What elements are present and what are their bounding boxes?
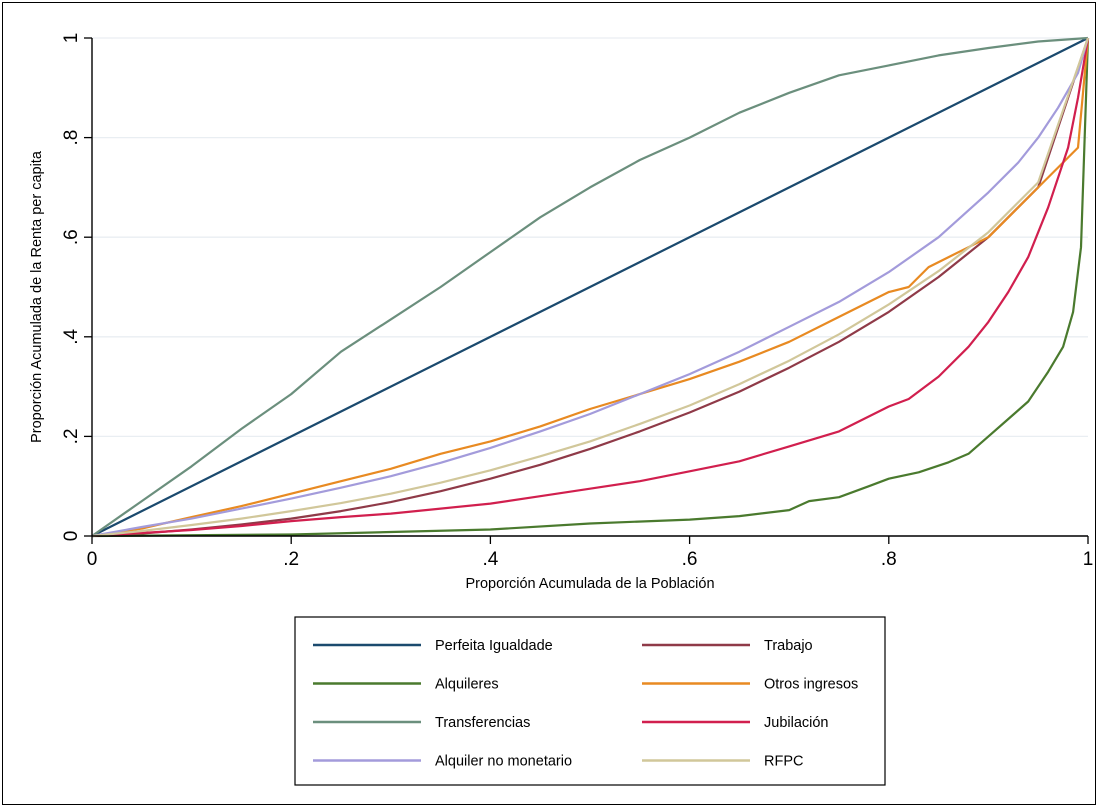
series-line-4 [91,36,1089,537]
series-line-1 [91,37,1090,538]
legend-item-2: Alquileres [313,677,499,693]
legend-item-6: Alquiler no monetario [313,754,572,770]
legend-label: RFPC [764,754,803,770]
y-tick-label: .2 [61,428,82,444]
x-tick-label: 1 [1083,549,1094,570]
lorenz-chart: 0 .2 .4 .6 .8 1 0 .2 .4 .6 .8 1 Proporción Acumula… [29,33,1094,786]
y-axis-label: Proporción Acumulada de la Renta per cap… [29,150,45,443]
legend-label: Transferencias [435,715,530,731]
y-tick-label: .8 [61,130,82,146]
series-line-5 [91,37,1090,538]
legend-label: Alquileres [435,677,499,693]
x-axis-label: Proporción Acumulada de la Población [465,576,714,592]
series-line-2 [91,37,1090,538]
legend: Perfeita Igualdade Trabajo Alquileres Otros… [294,616,886,786]
series-lines [91,36,1090,538]
legend-item-5: Jubilación [642,715,829,731]
x-tick-label: 0 [87,549,98,570]
series-line-0 [91,37,1089,537]
x-tick-label: .8 [881,549,897,570]
legend-label: Trabajo [764,638,813,654]
legend-label: Otros ingresos [764,677,858,693]
series-line-6 [91,37,1090,538]
y-tick-label: 1 [61,33,82,44]
axes [91,38,1088,537]
y-tick-label: .4 [61,328,82,344]
x-tick-label: .4 [482,549,498,570]
series-line-7 [91,37,1090,538]
legend-item-4: Transferencias [313,715,530,731]
legend-item-7: RFPC [642,754,803,770]
legend-label: Alquiler no monetario [435,754,572,770]
y-tick-label: 0 [61,531,82,542]
series-line-3 [91,37,1090,538]
legend-label: Perfeita Igualdade [435,638,553,654]
y-axis-ticks: 0 .2 .4 .6 .8 1 [61,33,92,542]
legend-label: Jubilación [764,715,829,731]
legend-item-3: Otros ingresos [642,677,858,693]
y-tick-label: .6 [61,229,82,245]
x-axis-ticks: 0 .2 .4 .6 .8 1 [87,536,1094,570]
legend-item-0: Perfeita Igualdade [313,638,553,654]
x-tick-label: .6 [682,549,698,570]
legend-item-1: Trabajo [642,638,813,654]
x-tick-label: .2 [283,549,299,570]
